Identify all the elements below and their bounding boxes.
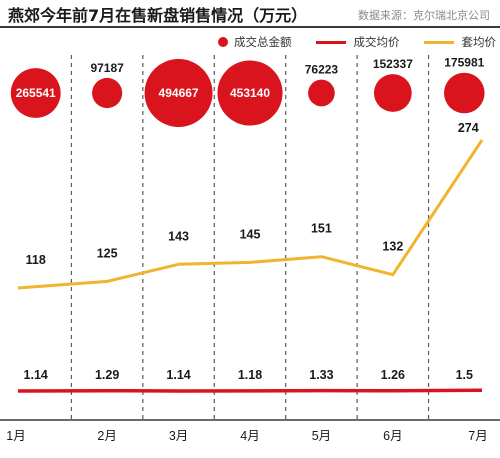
legend-swatch-avg-per-unit (423, 40, 454, 44)
bubble-total-amount (10, 68, 61, 118)
bubble-value-label: 97187 (90, 61, 124, 75)
legend-item-avg-per-unit: 套均价 (423, 34, 497, 50)
chart-title: 燕郊今年前7月在售新盘销售情况（万元） (8, 6, 308, 25)
bubble-total-amount (144, 59, 213, 127)
x-tick-label: 7月 (468, 429, 487, 443)
x-tick-label: 1月 (6, 429, 25, 443)
avg-per-unit-value-label: 274 (458, 121, 479, 135)
x-tick-label: 4月 (240, 429, 259, 443)
avg-price-value-label: 1.5 (456, 368, 473, 382)
avg-price-value-label: 1.14 (24, 368, 48, 382)
bubble-value-label: 453140 (230, 86, 270, 100)
bubble-value-label: 175981 (444, 56, 484, 70)
legend-label-avg-price: 成交均价 (353, 35, 400, 49)
avg-per-unit-value-label: 145 (240, 227, 261, 241)
bubble-value-label: 494667 (159, 86, 199, 100)
legend-label-total-amount: 成交总金额 (234, 35, 292, 49)
x-tick-label: 2月 (97, 429, 116, 443)
avg-price-value-label: 1.26 (381, 368, 405, 382)
avg-price-value-label: 1.14 (166, 368, 190, 382)
avg-per-unit-value-label: 132 (382, 240, 403, 254)
bubble-total-amount (92, 77, 123, 109)
bubble-value-label: 76223 (305, 63, 339, 77)
title-rule (0, 26, 500, 28)
x-tick-label: 3月 (169, 429, 188, 443)
avg-per-unit-value-label: 118 (26, 253, 46, 267)
series-line-avg-per-unit (17, 139, 484, 290)
legend-swatch-total-amount (218, 37, 228, 47)
avg-per-unit-value-label: 125 (97, 246, 118, 260)
bubble-value-label: 152337 (373, 57, 413, 71)
series-line-avg-price (17, 388, 483, 393)
avg-price-value-label: 1.18 (238, 368, 262, 382)
avg-per-unit-value-label: 143 (168, 229, 189, 243)
x-tick-label: 6月 (383, 429, 402, 443)
data-source: 数据来源：克尔瑞北京公司 (358, 9, 490, 22)
legend: 成交总金额 成交均价 套均价 (218, 34, 496, 50)
legend-swatch-avg-price (315, 40, 346, 44)
avg-per-unit-value-label: 151 (311, 222, 332, 236)
avg-price-value-label: 1.29 (95, 368, 119, 382)
legend-item-avg-price: 成交均价 (315, 34, 400, 50)
x-tick-label: 5月 (312, 429, 331, 443)
bubble-value-label: 265541 (16, 86, 56, 100)
bubble-total-amount (217, 60, 283, 126)
avg-price-value-label: 1.33 (309, 368, 333, 382)
legend-label-avg-per-unit: 套均价 (461, 35, 497, 49)
legend-item-total-amount: 成交总金额 (218, 34, 292, 50)
bubble-total-amount (373, 74, 412, 112)
bubble-total-amount (308, 79, 335, 107)
bubble-total-amount (444, 72, 485, 114)
